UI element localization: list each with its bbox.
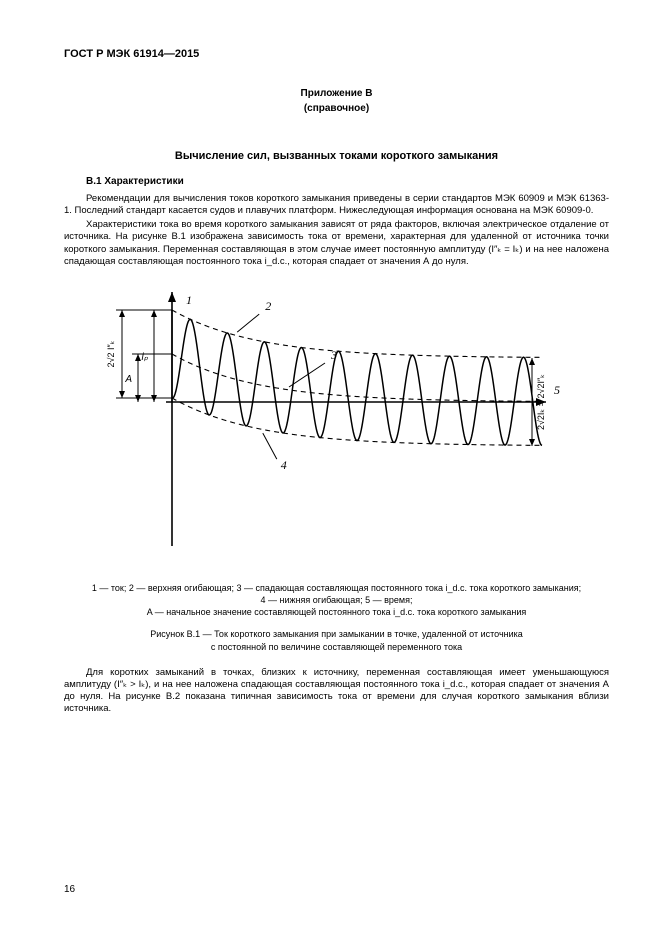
- appendix-label: Приложение В: [64, 88, 609, 99]
- svg-text:A: A: [124, 374, 132, 385]
- short-circuit-current-figure: iₚA2√2 I″ₖ2√2Iₖ = 2√2I″ₖ12345: [102, 282, 572, 572]
- figure-legend: 1 — ток; 2 — верхняя огибающая; 3 — спад…: [64, 582, 609, 618]
- legend-line-1: 1 — ток; 2 — верхняя огибающая; 3 — спад…: [92, 583, 581, 593]
- document-id: ГОСТ Р МЭК 61914—2015: [64, 48, 609, 60]
- page-number: 16: [64, 884, 75, 895]
- figure-caption: Рисунок В.1 — Ток короткого замыкания пр…: [64, 628, 609, 652]
- svg-text:2√2 I″ₖ: 2√2 I″ₖ: [106, 340, 116, 367]
- legend-line-3: A — начальное значение составляющей пост…: [147, 607, 527, 617]
- paragraph-1: Рекомендации для вычисления токов коротк…: [64, 193, 609, 217]
- figure-caption-line-1: Рисунок В.1 — Ток короткого замыкания пр…: [150, 629, 523, 639]
- legend-line-2: 4 — нижняя огибающая; 5 — время;: [261, 595, 413, 605]
- svg-text:1: 1: [186, 293, 192, 307]
- section-heading: В.1 Характеристики: [86, 176, 609, 187]
- svg-text:2√2Iₖ = 2√2I″ₖ: 2√2Iₖ = 2√2I″ₖ: [536, 374, 546, 430]
- svg-text:3: 3: [330, 348, 337, 362]
- svg-text:4: 4: [280, 458, 286, 472]
- paragraph-2: Характеристики тока во время короткого з…: [64, 219, 609, 268]
- svg-text:5: 5: [554, 383, 560, 397]
- svg-text:2: 2: [265, 299, 271, 313]
- figure-caption-line-2: с постоянной по величине составляющей пе…: [211, 642, 462, 652]
- main-title: Вычисление сил, вызванных токами коротко…: [64, 150, 609, 162]
- paragraph-3: Для коротких замыканий в точках, близких…: [64, 667, 609, 716]
- appendix-type: (справочное): [64, 103, 609, 114]
